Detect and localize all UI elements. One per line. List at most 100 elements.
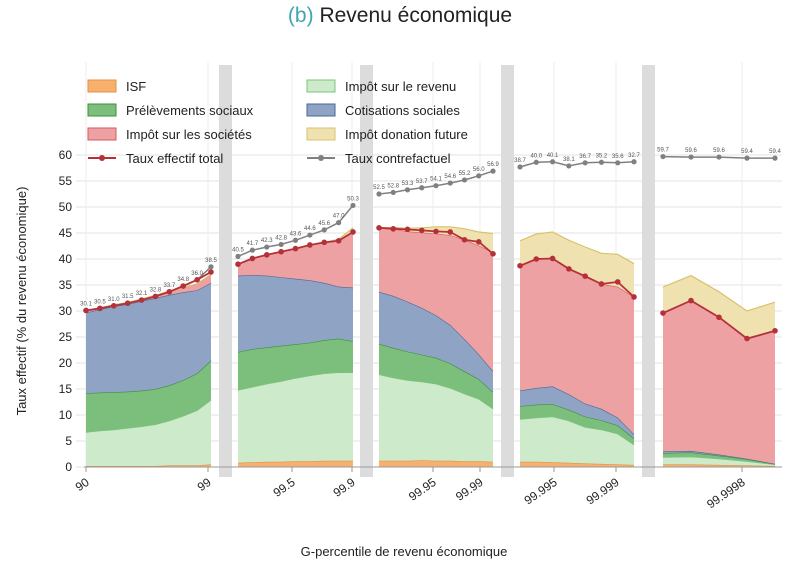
contrefactuel-point <box>249 247 255 253</box>
data-label: 42.3 <box>261 238 273 244</box>
data-label: 32.1 <box>136 291 148 297</box>
x-axis-title: G-percentile de revenu économique <box>301 544 508 559</box>
prelevements-area <box>520 404 634 445</box>
data-label: 40.5 <box>232 247 244 253</box>
contrefactuel-point <box>390 189 396 196</box>
legend-swatch <box>87 79 117 93</box>
data-label: 43.6 <box>290 231 302 237</box>
panel-3: 52.5 52.8 53.3 53.7 54.1 54.655.256.056.9 <box>373 162 499 467</box>
isf-area <box>379 460 493 467</box>
data-label: 52.8 <box>387 183 399 189</box>
y-tick-label: 5 <box>65 434 72 448</box>
legend-layer: ISF Impôt sur le revenu Prélèvements socia… <box>87 79 468 166</box>
legend-label: ISF <box>126 79 146 94</box>
contrefactuel-point <box>307 232 313 238</box>
effectif-point <box>376 225 382 231</box>
panel-separator <box>642 65 655 477</box>
data-label: 36.0 <box>191 271 203 277</box>
contrefactuel-point <box>660 153 666 160</box>
data-label: 59.7 <box>657 148 669 154</box>
prelevements-area <box>379 343 493 409</box>
data-label: 47.0 <box>333 214 345 220</box>
contrefactuel-point <box>631 159 637 165</box>
legend-label: Prélèvements sociaux <box>126 103 254 118</box>
cotisations-area <box>663 450 775 464</box>
data-label: 38.7 <box>514 158 526 164</box>
data-label: 32.8 <box>150 287 162 293</box>
effectif-point <box>350 229 356 235</box>
data-label: 31.5 <box>122 294 134 300</box>
data-label: 31.0 <box>108 297 120 303</box>
contrefactuel-point <box>278 241 284 248</box>
legend-swatch <box>87 103 117 117</box>
impot-revenu-area <box>86 399 211 466</box>
contrefactuel-point <box>264 244 270 250</box>
y-tick-label: 0 <box>65 460 72 474</box>
chart-title-text: Revenu économique <box>319 4 513 27</box>
effectif-point <box>433 228 439 235</box>
data-label: 53.3 <box>402 181 414 187</box>
impot-societes-area <box>663 300 775 464</box>
effectif-point <box>533 256 540 262</box>
legend-swatch <box>306 103 336 117</box>
prelevements-area <box>238 338 353 390</box>
effectif-point <box>447 229 454 235</box>
contrefactuel-point <box>566 163 572 169</box>
contrefactuel-point <box>716 154 722 160</box>
effectif-point <box>292 245 299 252</box>
panel-5: 59.7 59.6 59.6 59.4 59.4 <box>657 148 781 467</box>
isf-area <box>520 461 634 467</box>
legend-label: Impôt sur le revenu <box>345 79 456 94</box>
y-tick-label: 35 <box>59 278 73 292</box>
data-label: 52.5 <box>373 185 385 191</box>
data-label: 36.7 <box>579 154 591 160</box>
data-label: 50.3 <box>347 196 359 202</box>
impot-societes-area <box>379 227 493 372</box>
y-tick-label: 55 <box>59 174 73 188</box>
impot-revenu-area <box>379 374 493 462</box>
donation-area-edge <box>378 226 494 235</box>
isf-area-edge <box>520 461 635 466</box>
effectif-point <box>660 310 666 316</box>
effectif-point <box>582 273 588 279</box>
data-label: 30.1 <box>80 301 92 307</box>
cotisations-area <box>238 275 353 353</box>
contrefactuel-point <box>517 164 523 170</box>
effectif-point <box>490 251 496 257</box>
effectif-point <box>772 327 778 334</box>
data-label: 56.0 <box>473 167 485 173</box>
cotisations-area <box>520 386 634 439</box>
legend-item: ISF <box>87 79 146 94</box>
contrefactuel-point <box>490 168 496 174</box>
legend-label: Taux effectif total <box>126 151 223 166</box>
legend-item: Prélèvements sociaux <box>87 103 254 118</box>
effectif-point <box>138 297 145 303</box>
contrefactuel-point <box>336 220 342 226</box>
chart-title-prefix: (b) <box>287 4 314 27</box>
effectif-point <box>744 335 750 342</box>
data-label: 34.8 <box>177 277 189 283</box>
legend-item: Impôt sur le revenu <box>306 79 456 94</box>
prelevements-area <box>86 360 211 433</box>
cotisations-area <box>86 282 211 394</box>
data-label: 56.9 <box>487 162 499 168</box>
y-tick-label: 25 <box>59 330 73 344</box>
impot-societes-area <box>520 258 634 435</box>
contrefactuel-point <box>533 159 539 165</box>
contrefactuel-point <box>321 227 327 233</box>
panel-separator <box>219 65 232 477</box>
legend-swatch <box>306 127 336 141</box>
legend-item: Cotisations sociales <box>306 103 460 118</box>
y-tick-label: 40 <box>59 252 73 266</box>
effectif-point <box>208 269 214 275</box>
y-tick-label: 10 <box>59 408 73 422</box>
y-tick-label: 30 <box>59 304 73 318</box>
legend-item: Impôt sur les sociétés <box>87 127 252 142</box>
data-label: 35.2 <box>596 153 608 159</box>
effectif-point <box>249 255 256 262</box>
contrefactuel-point <box>433 183 439 189</box>
isf-area <box>663 464 775 467</box>
y-tick-label: 15 <box>59 382 73 396</box>
data-label: 44.6 <box>304 226 316 232</box>
